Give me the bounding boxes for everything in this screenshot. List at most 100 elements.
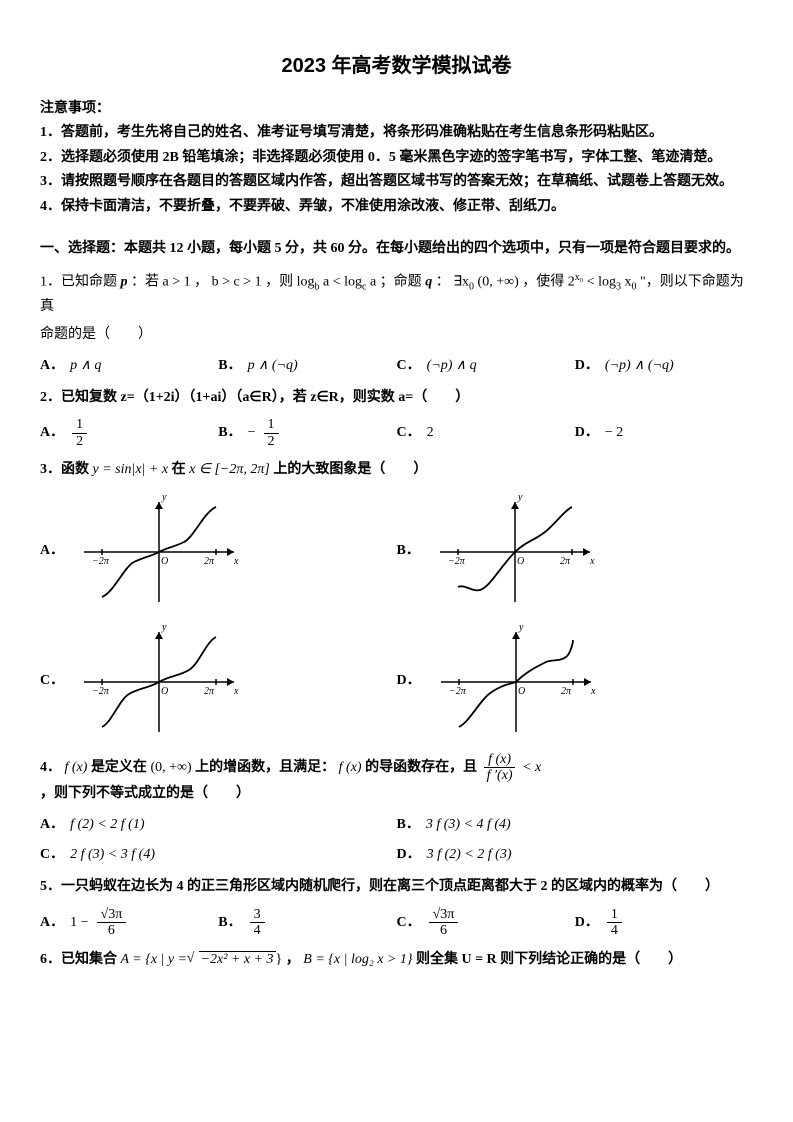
q3-pre: 3．函数	[40, 462, 89, 477]
axis-x: x	[233, 686, 239, 697]
opt-label-a: A．	[40, 355, 64, 377]
q5-opt-a: A． 1 − √3π6	[40, 907, 218, 939]
q1-q-label: q	[425, 275, 432, 290]
q3-label-c: C．	[40, 670, 64, 692]
q6-seta-post: }	[276, 952, 283, 967]
q4-t4: ，则下列不等式成立的是（ ）	[40, 786, 250, 801]
q2-b-den: 2	[264, 434, 279, 449]
q6-setb: B = {x | log₂ x > 1}	[303, 952, 412, 967]
graph-d: y x O −2π 2π	[431, 622, 601, 742]
q4-domain: (0, +∞)	[150, 760, 191, 775]
q1-opt-b: B．p ∧ (¬q)	[218, 355, 396, 377]
question-6: 6．已知集合 A = {x | y = −2x² + x + 3} ， B = …	[40, 949, 753, 971]
axis-pos: 2π	[204, 686, 215, 697]
q3-fn: y = sin|x| + x	[93, 462, 172, 477]
q3-cell-d: D． y x O −2π 2π	[397, 622, 754, 742]
q1-2x: 2	[568, 275, 575, 290]
q4-opt-d: D． 3 f (2) < 2 f (3)	[397, 844, 754, 866]
q4-t1: 是定义在	[91, 760, 147, 775]
q4-t2: 上的增函数，且满足：	[195, 760, 335, 775]
q5-opt-d: D． 14	[575, 907, 753, 939]
q1-options: A．p ∧ q B．p ∧ (¬q) C．(¬p) ∧ q D．(¬p) ∧ (…	[40, 355, 753, 377]
opt-label-c: C．	[40, 844, 64, 866]
opt-label-d: D．	[575, 422, 599, 444]
q5-opt-b: B． 34	[218, 907, 396, 939]
q1-sub4: 0	[632, 282, 637, 293]
q5-c-num: √3π	[429, 907, 459, 923]
q2-a-num: 1	[72, 417, 87, 433]
notice-item-1: 1．答题前，考生先将自己的姓名、准考证号填写清楚，将条形码准确粘贴在考生信息条形…	[40, 122, 753, 144]
axis-x: x	[233, 556, 239, 567]
question-3: 3．函数 y = sin|x| + x 在 x ∈ [−2π, 2π] 上的大致…	[40, 459, 753, 741]
question-5: 5．一只蚂蚁在边长为 4 的正三角形区域内随机爬行，则在离三个顶点距离都大于 2…	[40, 876, 753, 938]
q3-label-b: B．	[397, 540, 420, 562]
q6-seta-pre: A = {x | y =	[121, 952, 191, 967]
q4-c-val: 2 f (3) < 3 f (4)	[70, 844, 155, 866]
q5-c-den: 6	[436, 923, 451, 938]
q1-arg3: x	[621, 275, 632, 290]
opt-label-a: A．	[40, 422, 64, 444]
q1-lt: < log	[587, 275, 616, 290]
q1-sub0: 0	[469, 282, 474, 293]
q4-options-2: C． 2 f (3) < 3 f (4) D． 3 f (2) < 2 f (3)	[40, 844, 753, 866]
q1-opt-c-val: (¬p) ∧ q	[427, 355, 477, 377]
axis-o: O	[161, 556, 168, 567]
q3-domain: x ∈ [−2π, 2π]	[189, 462, 273, 477]
q4-opt-b: B． 3 f (3) < 4 f (4)	[397, 814, 754, 836]
q1-mid: ；命题	[380, 275, 422, 290]
axis-y: y	[517, 492, 523, 503]
opt-label-d: D．	[575, 912, 599, 934]
opt-label-c: C．	[397, 355, 421, 377]
q5-options: A． 1 − √3π6 B． 34 C． √3π6 D． 14	[40, 907, 753, 939]
notice-item-3: 3．请按照题号顺序在各题目的答题区域内作答，超出答题区域书写的答案无效；在草稿纸…	[40, 171, 753, 193]
q4-pre: 4．	[40, 760, 61, 775]
opt-label-c: C．	[397, 912, 421, 934]
q1-log1: log	[297, 275, 315, 290]
q4-fx: f (x)	[65, 760, 88, 775]
q5-d-den: 4	[607, 923, 622, 938]
axis-neg: −2π	[448, 556, 466, 567]
q3-body: 3．函数 y = sin|x| + x 在 x ∈ [−2π, 2π] 上的大致…	[40, 459, 753, 481]
graph-a: y x O −2π 2π	[74, 492, 244, 612]
q1-opt-d-val: (¬p) ∧ (¬q)	[605, 355, 674, 377]
q3-cell-a: A． y x O −2π 2π	[40, 492, 397, 612]
question-4: 4． f (x) 是定义在 (0, +∞) 上的增函数，且满足： f (x) 的…	[40, 752, 753, 867]
q3-label-d: D．	[397, 670, 421, 692]
q1-line2: 命题的是（ ）	[40, 324, 753, 346]
q1-p-label: p	[121, 275, 128, 290]
q3-post: 上的大致图象是（ ）	[273, 462, 427, 477]
axis-o: O	[161, 686, 168, 697]
axis-pos: 2π	[561, 686, 572, 697]
q1-sup: x₀	[575, 272, 584, 283]
graph-c: y x O −2π 2π	[74, 622, 244, 742]
exam-title: 2023 年高考数学模拟试卷	[40, 50, 753, 82]
q2-c-val: 2	[427, 422, 434, 444]
q2-d-val: − 2	[605, 422, 623, 444]
opt-label-b: B．	[397, 814, 420, 836]
q4-fx2: f (x)	[339, 760, 362, 775]
q1-range: (0, +∞)	[478, 275, 519, 290]
notice-item-2: 2．选择题必须使用 2B 铅笔填涂；非选择题必须使用 0．5 毫米黑色字迹的签字…	[40, 147, 753, 169]
graph-b: y x O −2π 2π	[430, 492, 600, 612]
opt-label-b: B．	[218, 422, 241, 444]
q2-options: A． 12 B． − 12 C．2 D．− 2	[40, 417, 753, 449]
q1-opt-d: D．(¬p) ∧ (¬q)	[575, 355, 753, 377]
q2-opt-d: D． − 2	[575, 417, 753, 449]
q1-opt-c: C． (¬p) ∧ q	[397, 355, 575, 377]
question-1-body: 1．已知命题 p ：若 a > 1 ， b > c > 1 ，则 logb a …	[40, 270, 753, 318]
opt-label-d: D．	[397, 844, 421, 866]
q3-row-2: C． y x O −2π 2π D． y x O −2π	[40, 622, 753, 742]
axis-y: y	[518, 622, 524, 633]
q6-post: 则全集 U = R 则下列结论正确的是（ ）	[416, 952, 682, 967]
question-2: 2．已知复数 z=（1+2i）（1+ai）（a∈R），若 z∈R，则实数 a=（…	[40, 387, 753, 449]
q4-frac-den: f ′(x)	[483, 768, 517, 783]
q4-d-val: 3 f (2) < 2 f (3)	[427, 844, 512, 866]
q4-body: 4． f (x) 是定义在 (0, +∞) 上的增函数，且满足： f (x) 的…	[40, 752, 753, 806]
notice-item-4: 4．保持卡面清洁，不要折叠，不要弄破、弄皱，不准使用涂改液、修正带、刮纸刀。	[40, 196, 753, 218]
q1-prefix: 1．已知命题	[40, 275, 117, 290]
q2-opt-c: C．2	[397, 417, 575, 449]
q4-a-val: f (2) < 2 f (1)	[70, 814, 144, 836]
axis-neg: −2π	[92, 556, 110, 567]
axis-pos: 2π	[560, 556, 571, 567]
q4-b-val: 3 f (3) < 4 f (4)	[426, 814, 511, 836]
